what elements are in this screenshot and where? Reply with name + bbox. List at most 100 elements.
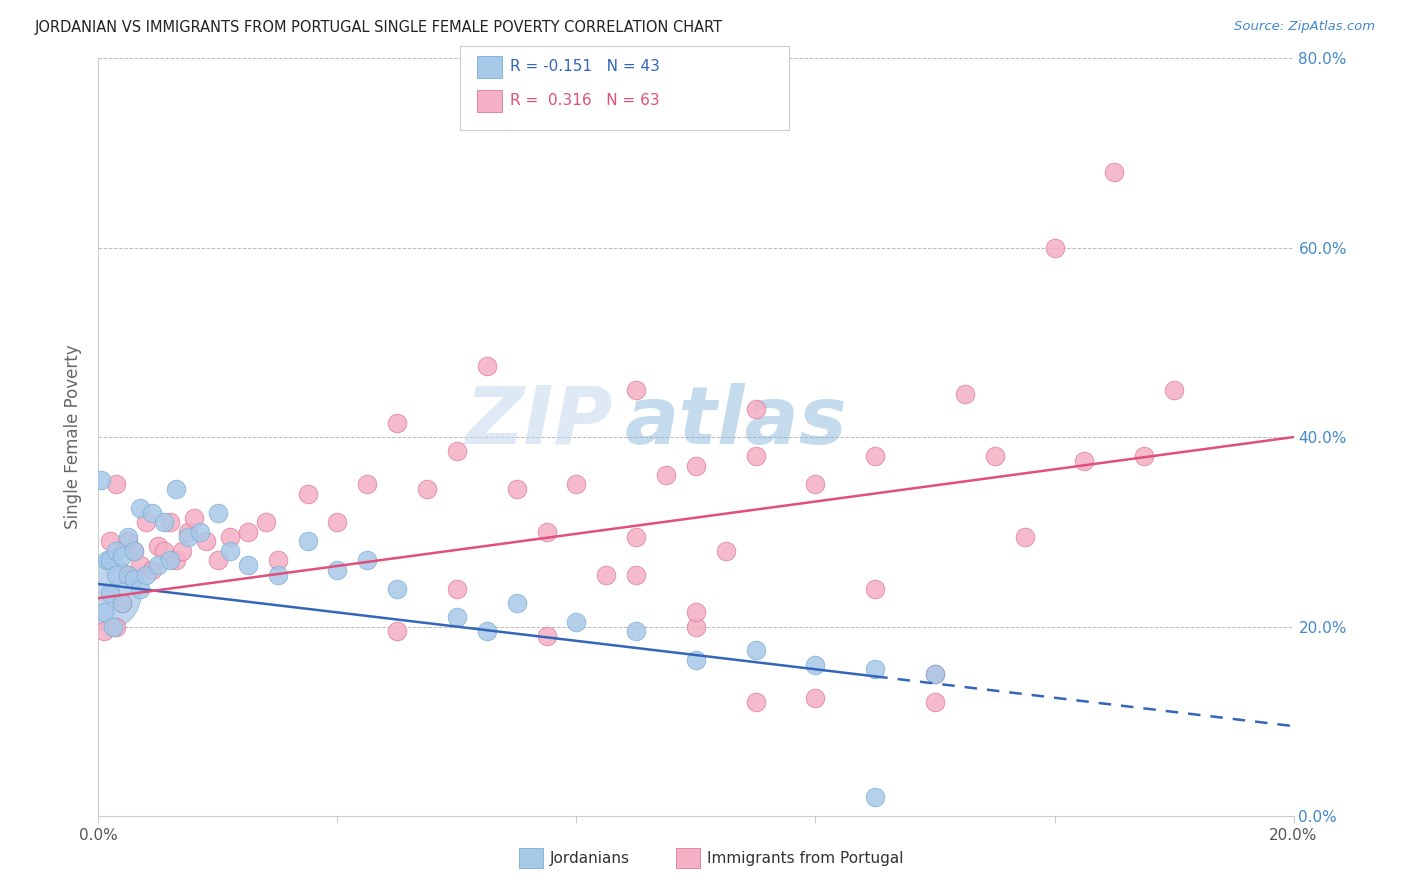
Point [804, 690, 827, 705]
Point [1073, 454, 1095, 468]
Point [135, 516, 157, 530]
Point [1043, 240, 1066, 255]
Point [117, 534, 139, 549]
Point [219, 543, 242, 558]
Point [141, 506, 163, 520]
Point [685, 653, 707, 667]
Point [865, 790, 887, 805]
Point [924, 667, 946, 681]
Point [475, 359, 498, 373]
Point [135, 567, 157, 582]
Point [172, 543, 194, 558]
Point [267, 553, 290, 567]
Text: ZIP: ZIP [465, 383, 613, 461]
Point [93, 586, 115, 600]
Point [506, 596, 529, 610]
Text: Jordanians: Jordanians [550, 851, 630, 865]
Point [148, 558, 170, 572]
Point [446, 444, 468, 458]
Point [924, 667, 946, 681]
Point [98, 586, 122, 600]
Point [385, 416, 409, 430]
Point [207, 506, 229, 520]
Point [506, 482, 529, 496]
Point [1014, 530, 1036, 544]
Point [1104, 164, 1126, 178]
Point [924, 696, 946, 710]
Text: Source: ZipAtlas.com: Source: ZipAtlas.com [1234, 20, 1375, 33]
Point [565, 615, 588, 629]
Point [183, 510, 205, 524]
Point [267, 567, 290, 582]
Point [219, 530, 242, 544]
Point [90, 473, 112, 487]
Point [865, 449, 887, 463]
Point [124, 543, 146, 558]
Point [446, 582, 468, 596]
Point [804, 477, 827, 491]
Point [595, 567, 617, 582]
Point [714, 543, 737, 558]
Point [177, 524, 200, 539]
Point [105, 543, 128, 558]
Point [626, 624, 648, 639]
Point [129, 501, 152, 516]
Text: R = -0.151   N = 43: R = -0.151 N = 43 [510, 60, 661, 74]
Point [124, 572, 146, 586]
Point [129, 582, 152, 596]
Text: JORDANIAN VS IMMIGRANTS FROM PORTUGAL SINGLE FEMALE POVERTY CORRELATION CHART: JORDANIAN VS IMMIGRANTS FROM PORTUGAL SI… [35, 20, 723, 35]
Point [93, 624, 115, 639]
Point [685, 619, 707, 633]
Point [153, 543, 176, 558]
Point [105, 477, 128, 491]
Point [356, 477, 378, 491]
Point [446, 610, 468, 624]
Point [1163, 383, 1185, 397]
Point [103, 619, 125, 633]
Point [865, 662, 887, 676]
Point [105, 619, 128, 633]
Point [207, 553, 229, 567]
Point [626, 383, 648, 397]
Point [254, 516, 277, 530]
Point [385, 582, 409, 596]
Point [111, 596, 134, 610]
Point [685, 458, 707, 473]
Point [685, 606, 707, 620]
Point [148, 539, 170, 553]
Point [93, 606, 115, 620]
Point [165, 553, 187, 567]
Point [297, 487, 319, 501]
Point [626, 530, 648, 544]
Point [655, 467, 678, 482]
Point [236, 558, 259, 572]
Point [188, 524, 211, 539]
Y-axis label: Single Female Poverty: Single Female Poverty [65, 345, 83, 529]
Point [165, 482, 187, 496]
Point [745, 449, 768, 463]
Point [195, 534, 218, 549]
Point [1133, 449, 1156, 463]
Point [117, 530, 139, 544]
Text: atlas: atlas [624, 383, 846, 461]
Point [129, 558, 152, 572]
Point [326, 516, 349, 530]
Point [745, 643, 768, 657]
Point [804, 657, 827, 672]
Point [159, 553, 181, 567]
Text: Immigrants from Portugal: Immigrants from Portugal [707, 851, 904, 865]
Point [297, 534, 319, 549]
Point [124, 543, 146, 558]
Point [416, 482, 439, 496]
Point [385, 624, 409, 639]
Point [984, 449, 1007, 463]
Point [626, 567, 648, 582]
Text: R =  0.316   N = 63: R = 0.316 N = 63 [510, 94, 659, 108]
Point [953, 387, 976, 401]
Point [475, 624, 498, 639]
Point [326, 563, 349, 577]
Point [111, 549, 134, 563]
Point [745, 696, 768, 710]
Point [117, 567, 139, 582]
Point [565, 477, 588, 491]
